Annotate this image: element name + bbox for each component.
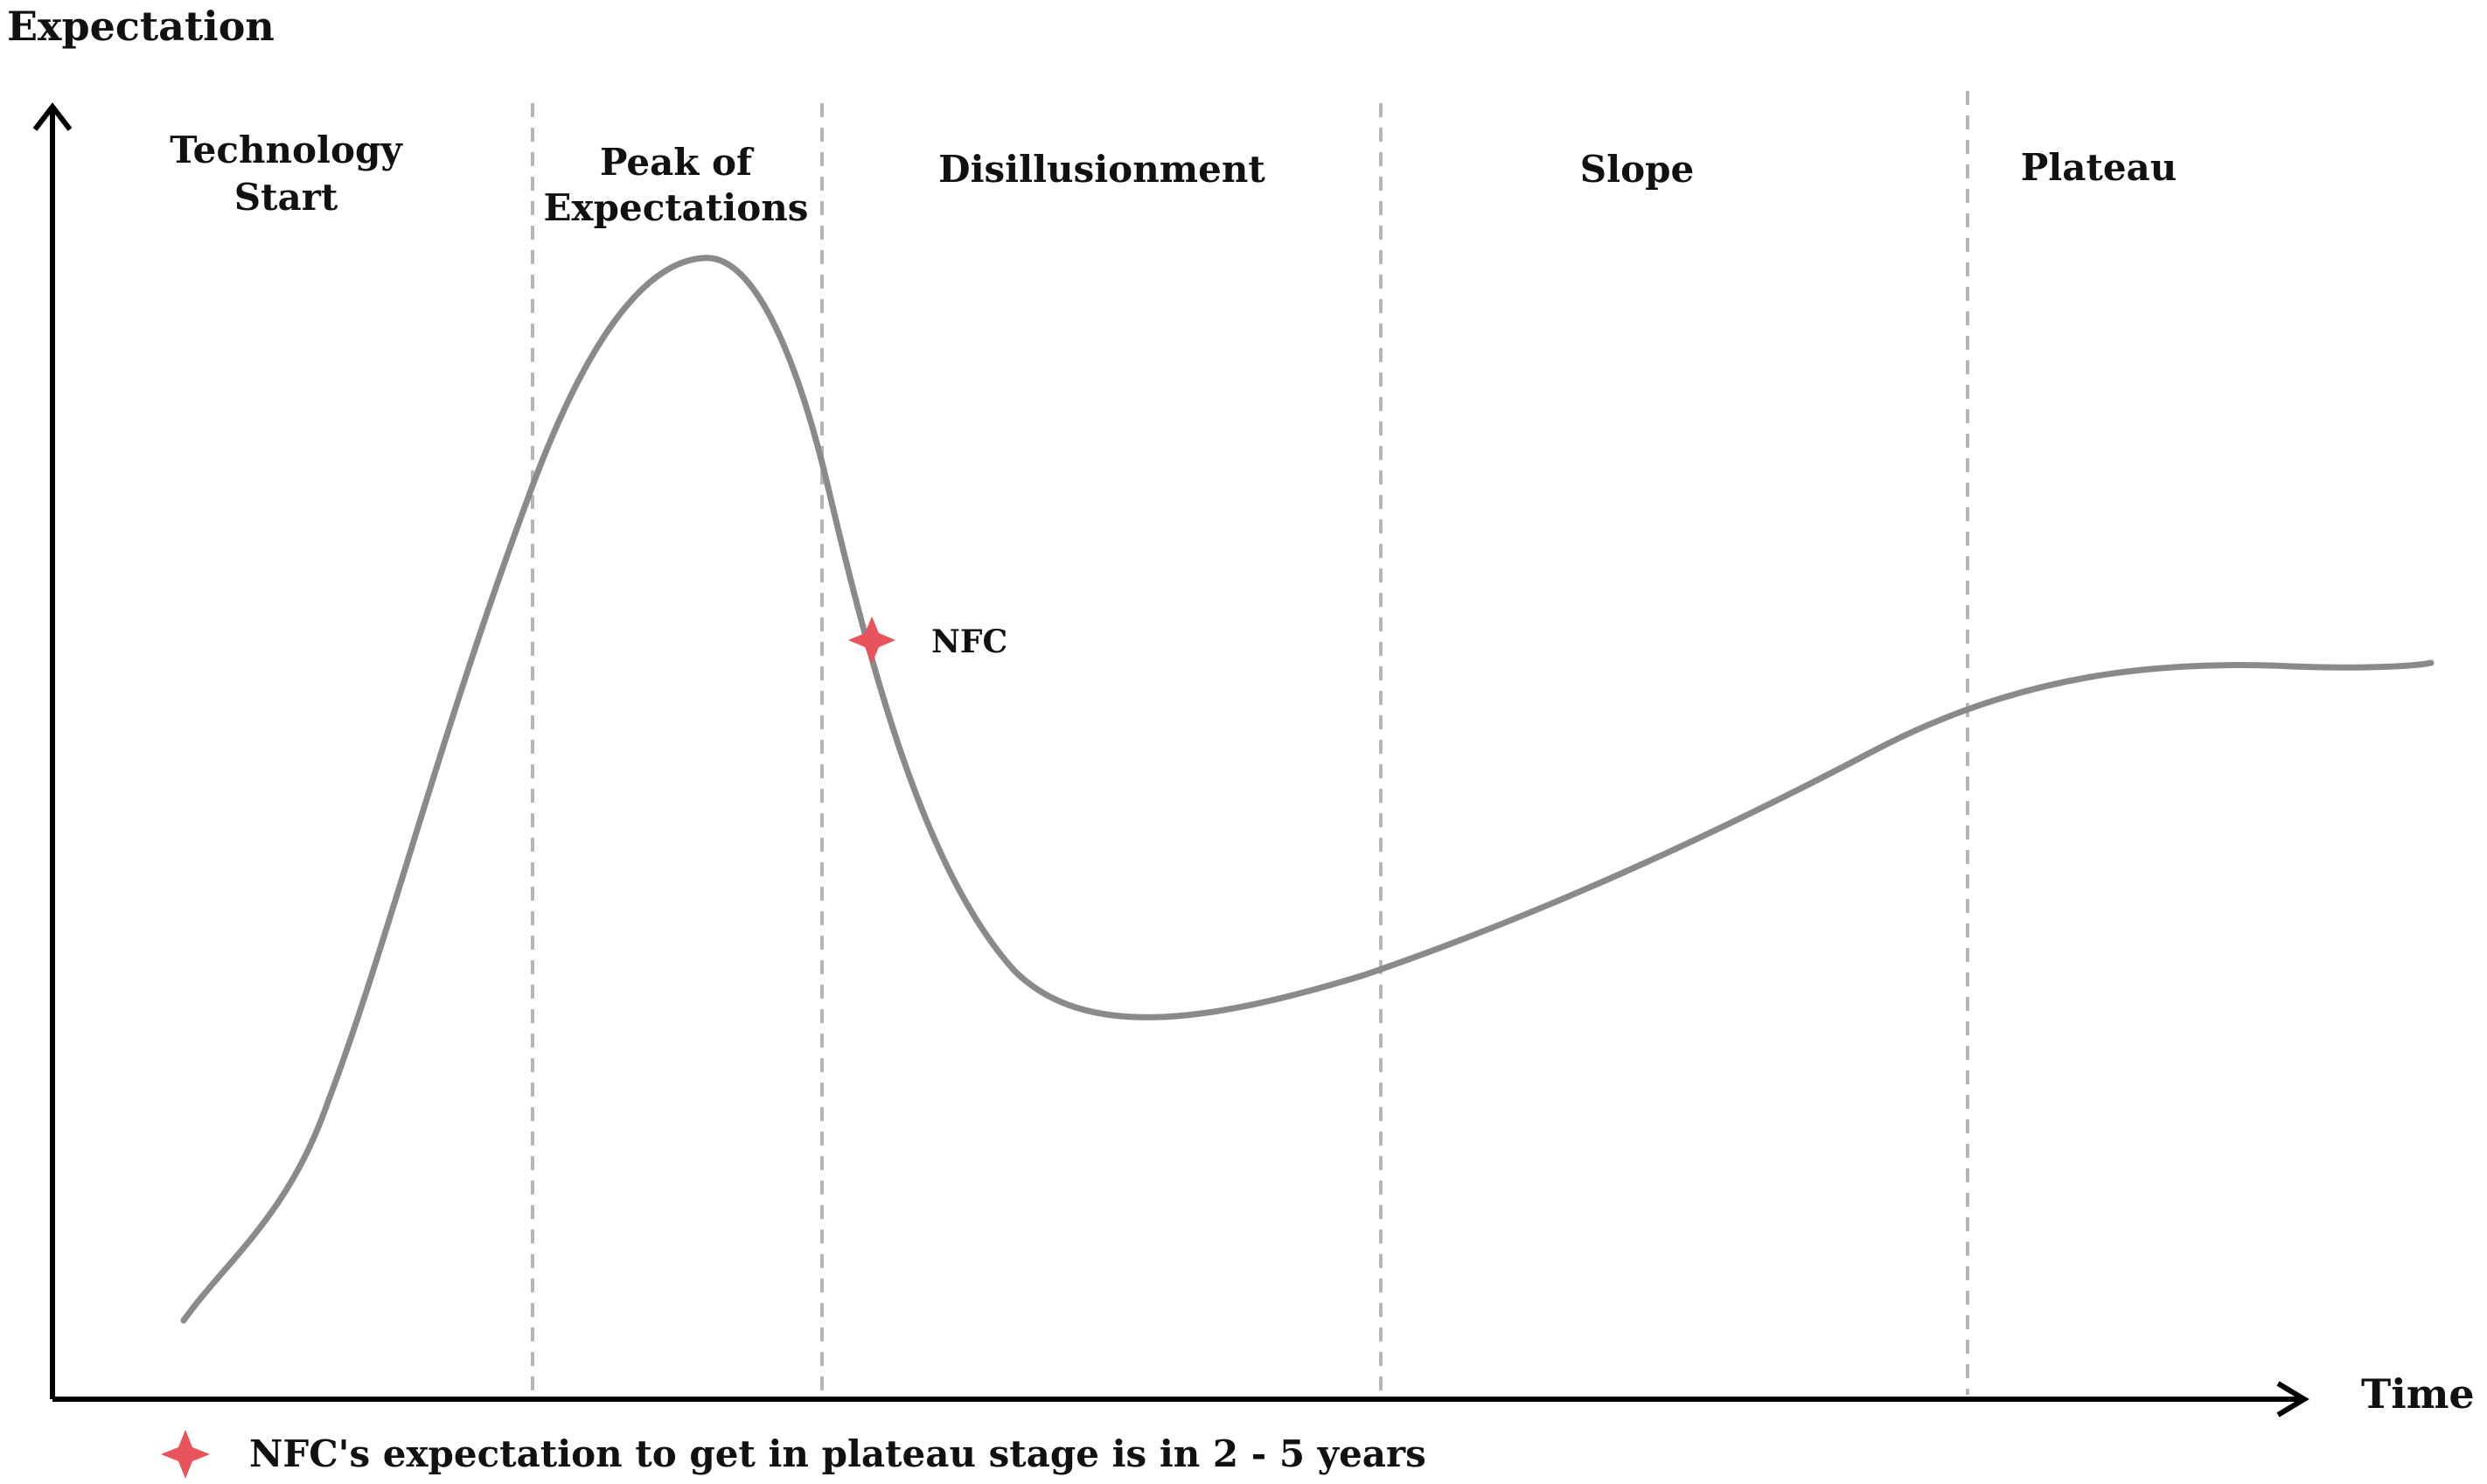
stage-technology-start-line2: Start <box>234 176 338 219</box>
stage-labels: Technology Start Peak of Expectations Di… <box>170 129 2177 229</box>
x-axis-arrow-icon <box>2276 1381 2309 1418</box>
stage-dividers <box>531 91 1969 1399</box>
stage-slope: Slope <box>1580 148 1694 191</box>
stage-peak-line2: Expectations <box>544 186 809 229</box>
stage-peak-line1: Peak of <box>600 141 755 184</box>
x-axis-label: Time <box>2361 1370 2475 1418</box>
y-axis-arrow-icon <box>32 102 73 131</box>
stage-plateau: Plateau <box>2021 146 2177 189</box>
stage-technology-start-line1: Technology <box>170 129 403 171</box>
legend: NFC's expectation to get in plateau stag… <box>161 1430 1426 1479</box>
legend-text: NFC's expectation to get in plateau stag… <box>249 1432 1426 1475</box>
nfc-marker: NFC <box>848 617 1007 664</box>
nfc-marker-label: NFC <box>931 624 1007 660</box>
y-axis-label: Expectation <box>7 3 275 50</box>
axes <box>32 102 2309 1418</box>
legend-four-point-star-icon <box>161 1430 210 1479</box>
four-point-star-icon <box>848 617 895 664</box>
stage-disillusionment: Disillusionment <box>938 148 1265 191</box>
hype-curve <box>180 254 2435 1324</box>
